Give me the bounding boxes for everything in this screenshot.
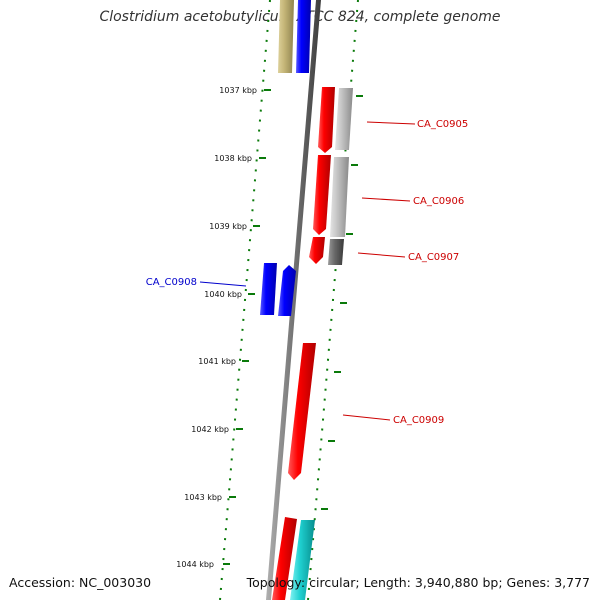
gene-label-CA_C0906[interactable]: CA_C0906 [413,196,464,207]
tick-label-1044: 1044 kbp [176,560,214,569]
gene-label-CA_C0905[interactable]: CA_C0905 [417,119,468,130]
gene-label-CA_C0909[interactable]: CA_C0909 [393,415,444,426]
unlabeled-feature-red-bottom [272,517,297,600]
inner-reverse-guide-line [219,0,271,600]
tick-label-1037: 1037 kbp [219,86,257,95]
gene-label-CA_C0908[interactable]: CA_C0908 [146,277,197,288]
outer-tick-marks [321,95,363,510]
tick-label-1042: 1042 kbp [191,425,229,434]
gene-CA_C0909-arrow[interactable] [288,343,316,480]
tick-label-1038: 1038 kbp [214,154,252,163]
gene-CA_C0905-arrow[interactable] [318,87,335,153]
leader-line-CA_C0906 [361,197,411,202]
tick-label-1043: 1043 kbp [184,493,222,502]
unlabeled-feature-olive [278,0,294,73]
tick-label-1041: 1041 kbp [198,357,236,366]
leader-line-CA_C0908 [199,281,247,287]
gene-label-CA_C0907[interactable]: CA_C0907 [408,252,459,263]
unlabeled-feature-blue-top [296,0,311,73]
inner-tick-marks [223,89,271,565]
leader-line-CA_C0907 [357,252,406,258]
gene-CA_C0908-left-block[interactable] [260,263,277,315]
unlabeled-feature-cyan [290,520,315,600]
tick-label-1040: 1040 kbp [204,290,242,299]
genome-summary-text: Topology: circular; Length: 3,940,880 bp… [246,575,590,590]
gene-CA_C0906-companion [330,157,349,237]
gene-CA_C0905-companion [335,88,353,150]
accession-text: Accession: NC_003030 [9,575,152,590]
gene-CA_C0906-arrow[interactable] [313,155,331,235]
gene-CA_C0907-companion [328,239,344,265]
gene-CA_C0907-arrow[interactable] [309,237,325,264]
leader-line-CA_C0909 [342,414,391,421]
genome-backbone [266,0,321,600]
gene-CA_C0908-arrow[interactable] [278,265,296,316]
tick-label-1039: 1039 kbp [209,222,247,231]
leader-line-CA_C0905 [366,121,416,125]
